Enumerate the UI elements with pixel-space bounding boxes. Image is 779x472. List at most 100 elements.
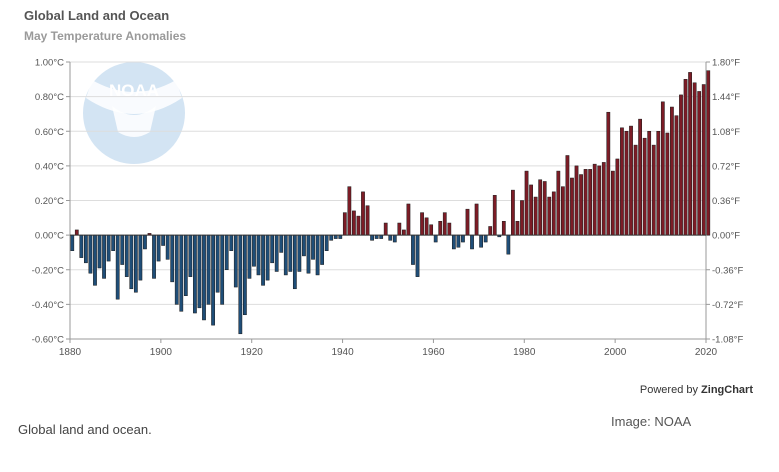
bar[interactable] [597,165,602,236]
bar[interactable] [633,144,638,236]
bar[interactable] [479,234,483,248]
bar[interactable] [688,72,692,236]
bar[interactable] [424,217,429,236]
bar[interactable] [342,212,347,236]
bar[interactable] [579,174,583,236]
bar[interactable] [247,234,252,279]
bar[interactable] [529,184,533,236]
bar[interactable] [670,106,674,236]
bar[interactable] [388,234,393,241]
bar[interactable] [651,144,656,236]
bar[interactable] [402,229,406,236]
bar[interactable] [501,221,506,236]
bar[interactable] [120,234,125,265]
bar[interactable] [215,234,220,293]
bar[interactable] [697,91,702,236]
bar[interactable] [324,234,329,251]
bar[interactable] [79,234,84,258]
bar[interactable] [365,205,370,236]
bar[interactable] [320,234,324,265]
bar[interactable] [93,234,97,286]
bar[interactable] [129,234,134,290]
bar[interactable] [174,234,179,305]
bar[interactable] [102,234,106,279]
bar[interactable] [315,234,320,276]
bar[interactable] [143,234,147,250]
bar[interactable] [420,212,424,236]
bar[interactable] [570,177,574,236]
bar[interactable] [306,234,311,274]
bar[interactable] [442,212,447,236]
bar[interactable] [274,234,279,272]
bar[interactable] [620,127,624,236]
bar[interactable] [88,234,93,274]
bar[interactable] [451,234,456,250]
bar[interactable] [406,203,411,236]
bar[interactable] [261,234,265,286]
bar[interactable] [574,165,579,236]
bar[interactable] [588,169,593,236]
bar[interactable] [179,234,184,312]
bar[interactable] [515,221,520,236]
bar[interactable] [197,234,202,309]
bar[interactable] [411,234,415,265]
bar[interactable] [188,234,193,277]
bar[interactable] [415,234,420,277]
bar[interactable] [561,186,565,236]
bar[interactable] [152,234,156,279]
bar[interactable] [456,234,461,248]
bar[interactable] [243,234,247,316]
bar[interactable] [392,234,397,243]
bar[interactable] [229,234,234,251]
bar[interactable] [115,234,120,300]
bar[interactable] [683,79,688,236]
bar[interactable] [133,234,138,293]
bar[interactable] [474,203,479,236]
bar[interactable] [674,115,679,236]
bar[interactable] [70,234,75,251]
bar[interactable] [302,234,306,257]
bar[interactable] [438,221,443,236]
bar[interactable] [84,234,88,264]
bar[interactable] [583,169,588,236]
bar[interactable] [370,234,374,241]
bar[interactable] [233,234,238,288]
bar[interactable] [706,70,711,236]
bar[interactable] [238,234,243,335]
bar[interactable] [542,181,547,236]
bar[interactable] [547,196,552,236]
bar[interactable] [329,234,334,241]
bar[interactable] [270,234,275,264]
bar[interactable] [520,200,524,236]
bar[interactable] [156,234,161,262]
bar[interactable] [283,234,288,276]
bar[interactable] [124,234,129,277]
bar[interactable] [606,111,611,236]
bar[interactable] [206,234,211,305]
bar[interactable] [311,234,315,260]
bar[interactable] [465,208,470,236]
bar[interactable] [506,234,511,255]
bar[interactable] [111,234,116,251]
bar[interactable] [538,179,543,236]
bar[interactable] [629,125,633,236]
bar[interactable] [692,82,697,236]
bar[interactable] [429,224,434,236]
bar[interactable] [292,234,297,290]
bar[interactable] [170,234,175,283]
bar[interactable] [356,215,361,236]
bar[interactable] [252,234,256,267]
bar[interactable] [701,84,706,236]
bar[interactable] [647,131,652,236]
bar[interactable] [642,137,647,236]
bar[interactable] [615,158,620,236]
bar[interactable] [347,186,352,236]
bar[interactable] [565,155,570,236]
bar[interactable] [279,234,284,253]
bar[interactable] [211,234,215,326]
bar[interactable] [610,170,615,236]
bar[interactable] [601,162,606,236]
bar[interactable] [256,234,261,276]
bar[interactable] [638,118,642,236]
bar[interactable] [265,234,270,281]
